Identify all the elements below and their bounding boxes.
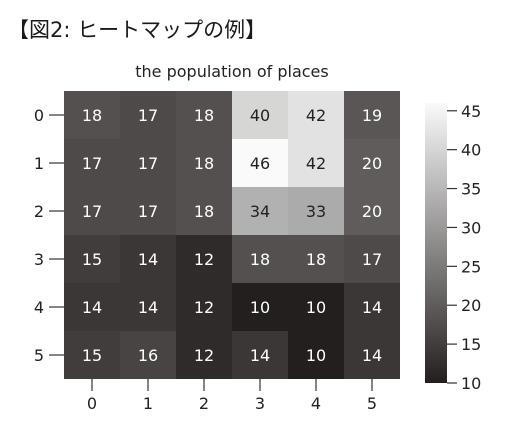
heatmap-cell [120,187,176,235]
heatmap-cell [232,283,288,331]
x-tick-label: 0 [87,394,97,413]
cell-value-label: 14 [138,250,158,269]
cell-value-label: 18 [82,106,102,125]
cell-value-label: 10 [250,298,270,317]
heatmap-cell [176,139,232,187]
y-tick-label: 5 [34,346,44,365]
colorbar-tick-label: 40 [461,141,481,160]
heatmap-cell [64,235,120,283]
cell-value-label: 33 [306,202,326,221]
heatmap-cell [288,91,344,139]
cell-value-label: 17 [82,202,102,221]
heatmap-cell [176,235,232,283]
y-tick-label: 0 [34,106,44,125]
cell-value-label: 17 [82,154,102,173]
cell-value-label: 12 [194,298,214,317]
cell-value-label: 15 [82,250,102,269]
heatmap-cell [344,283,400,331]
heatmap-cell [288,187,344,235]
cell-value-label: 42 [306,154,326,173]
heatmap-cell [120,139,176,187]
cell-value-label: 18 [194,202,214,221]
cell-value-label: 18 [194,106,214,125]
cell-value-label: 18 [306,250,326,269]
chart-title: the population of places [135,62,329,81]
cell-value-label: 46 [250,154,270,173]
cell-value-label: 16 [138,346,158,365]
y-tick-label: 3 [34,250,44,269]
cell-value-label: 34 [250,202,270,221]
x-tick-label: 5 [367,394,377,413]
x-tick-label: 1 [143,394,153,413]
cell-value-label: 40 [250,106,270,125]
heatmap-cell [64,187,120,235]
colorbar-tick-label: 45 [461,102,481,121]
colorbar-tick-label: 35 [461,180,481,199]
heatmap-cell [64,139,120,187]
cell-value-label: 12 [194,346,214,365]
heatmap-cell [288,235,344,283]
cell-value-label: 20 [362,154,382,173]
x-tick-label: 2 [199,394,209,413]
heatmap-cell [120,331,176,379]
colorbar-tick-label: 15 [461,335,481,354]
heatmap-cell [288,139,344,187]
cell-value-label: 14 [362,298,382,317]
cell-value-label: 10 [306,298,326,317]
heatmap-cell [344,187,400,235]
cell-value-label: 14 [138,298,158,317]
heatmap-cell [120,91,176,139]
heatmap-cell [64,331,120,379]
y-tick-label: 4 [34,298,44,317]
colorbar-tick-label: 25 [461,257,481,276]
cell-value-label: 17 [362,250,382,269]
heatmap-cell [288,283,344,331]
heatmap-cell [176,283,232,331]
heatmap-cell [176,187,232,235]
cell-value-label: 14 [362,346,382,365]
colorbar [425,103,447,383]
cell-value-label: 20 [362,202,382,221]
y-tick-label: 1 [34,154,44,173]
cell-value-label: 17 [138,154,158,173]
cell-value-label: 17 [138,202,158,221]
heatmap-cell [176,331,232,379]
heatmap-cell [288,331,344,379]
heatmap-cell [232,235,288,283]
x-tick-label: 3 [255,394,265,413]
cell-value-label: 10 [306,346,326,365]
cell-value-label: 15 [82,346,102,365]
heatmap-cell [232,187,288,235]
cell-value-label: 19 [362,106,382,125]
cell-value-label: 12 [194,250,214,269]
heatmap-cell [344,331,400,379]
heatmap-cell [120,235,176,283]
cell-value-label: 17 [138,106,158,125]
heatmap-cell [64,283,120,331]
heatmap-cell [64,91,120,139]
y-tick-label: 2 [34,202,44,221]
cell-value-label: 14 [82,298,102,317]
colorbar-tick-label: 20 [461,296,481,315]
colorbar-tick-label: 10 [461,374,481,393]
cell-value-label: 14 [250,346,270,365]
heatmap-cell [344,235,400,283]
colorbar-tick-label: 30 [461,218,481,237]
x-tick-label: 4 [311,394,321,413]
heatmap-cell [232,139,288,187]
cell-value-label: 18 [194,154,214,173]
cell-value-label: 42 [306,106,326,125]
heatmap-cell [232,91,288,139]
heatmap-cell [176,91,232,139]
heatmap-cell [232,331,288,379]
figure-heading: 【図2: ヒートマップの例】 [8,18,267,42]
cell-value-label: 18 [250,250,270,269]
heatmap-cell [120,283,176,331]
heatmap-cell [344,139,400,187]
heatmap-cell [344,91,400,139]
